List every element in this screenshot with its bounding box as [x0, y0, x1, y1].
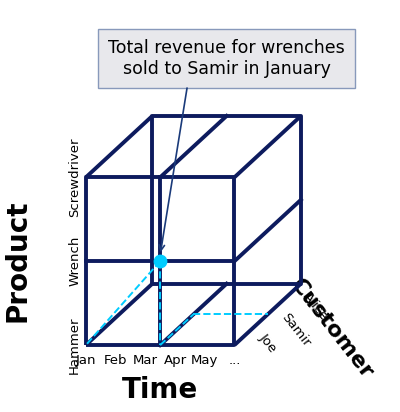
Text: Wrench: Wrench: [68, 236, 81, 286]
Text: Mar: Mar: [133, 354, 158, 367]
Text: Total revenue for wrenches
sold to Samir in January: Total revenue for wrenches sold to Samir…: [108, 39, 345, 78]
Text: May: May: [191, 354, 218, 367]
Text: ...: ...: [228, 354, 240, 367]
Polygon shape: [86, 177, 234, 345]
Polygon shape: [86, 116, 301, 177]
Text: Jan: Jan: [76, 354, 96, 367]
Text: Customer: Customer: [287, 275, 377, 383]
Text: Product: Product: [4, 200, 32, 323]
Text: Screwdriver: Screwdriver: [68, 138, 81, 217]
Text: Alice: Alice: [301, 290, 331, 323]
Text: Hammer: Hammer: [68, 316, 81, 374]
Text: Samir: Samir: [279, 310, 313, 349]
Polygon shape: [234, 116, 301, 345]
Text: Apr: Apr: [164, 354, 186, 367]
Text: Joe: Joe: [256, 331, 279, 355]
Point: [157, 258, 163, 265]
Text: Feb: Feb: [104, 354, 127, 367]
Text: Time: Time: [122, 377, 198, 405]
